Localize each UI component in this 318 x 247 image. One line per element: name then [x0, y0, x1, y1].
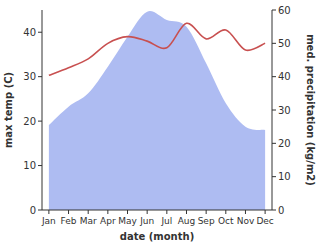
y2-tick: [272, 176, 276, 177]
y2-tick-label: 60: [278, 5, 291, 16]
x-tick-label: Sep: [198, 216, 215, 226]
x-tick-label: May: [118, 216, 137, 226]
x-tick-label: Nov: [237, 216, 255, 226]
y2-tick: [272, 110, 276, 111]
x-tick: [48, 210, 49, 214]
x-tick: [245, 210, 246, 214]
x-tick: [107, 210, 108, 214]
y2-tick: [272, 10, 276, 11]
x-tick: [166, 210, 167, 214]
chart: 0 10 20 30 40 0 10 20 30 40 50 60 Jan FebMarAprMayJun…: [0, 0, 318, 247]
y2-tick-label: 30: [278, 105, 291, 116]
bottom-spine: [42, 210, 272, 211]
x-tick: [127, 210, 128, 214]
x-tick-label: Jun: [139, 216, 154, 226]
plot-marks: [49, 11, 265, 210]
y2-axis-label: med. precipitation (kg/m2): [305, 34, 316, 186]
x-tick: [206, 210, 207, 214]
y-tick: [38, 32, 42, 33]
y-tick: [38, 76, 42, 77]
x-tick: [225, 210, 226, 214]
y2-tick: [272, 43, 276, 44]
y-tick: [38, 121, 42, 122]
y-tick-label: 20: [23, 116, 36, 127]
temp-line: [49, 23, 265, 75]
y-axis-label: max temp (C): [3, 72, 14, 148]
y-tick: [38, 210, 42, 211]
y2-tick: [272, 143, 276, 144]
y2-tick-label: 20: [278, 138, 291, 149]
y2-tick-label: 0: [278, 205, 284, 216]
precip-area: [49, 11, 265, 210]
left-spine: [42, 10, 43, 210]
x-tick: [147, 210, 148, 214]
y2-tick-label: 10: [278, 171, 291, 182]
x-tick-label: Apr: [100, 216, 116, 226]
x-tick-label: Dec: [256, 216, 273, 226]
x-tick-label: Oct: [218, 216, 234, 226]
x-tick-label: Feb: [61, 216, 77, 226]
y2-tick: [272, 76, 276, 77]
y-tick: [38, 165, 42, 166]
y2-tick-label: 50: [278, 38, 291, 49]
y-tick-label: 40: [23, 27, 36, 38]
y-tick-label: 30: [23, 71, 36, 82]
x-tick-label: Aug: [178, 216, 196, 226]
x-tick-label: Jul: [160, 216, 172, 226]
y-tick-label: 10: [23, 160, 36, 171]
y-tick-label: 0: [30, 205, 36, 216]
y2-tick-label: 40: [278, 71, 291, 82]
x-tick: [68, 210, 69, 214]
x-tick: [88, 210, 89, 214]
x-tick: [186, 210, 187, 214]
x-tick-label: Mar: [80, 216, 97, 226]
x-axis-label: date (month): [120, 231, 194, 242]
x-tick: [265, 210, 266, 214]
x-tick-label: Jan: [41, 216, 56, 226]
y2-tick: [272, 210, 276, 211]
